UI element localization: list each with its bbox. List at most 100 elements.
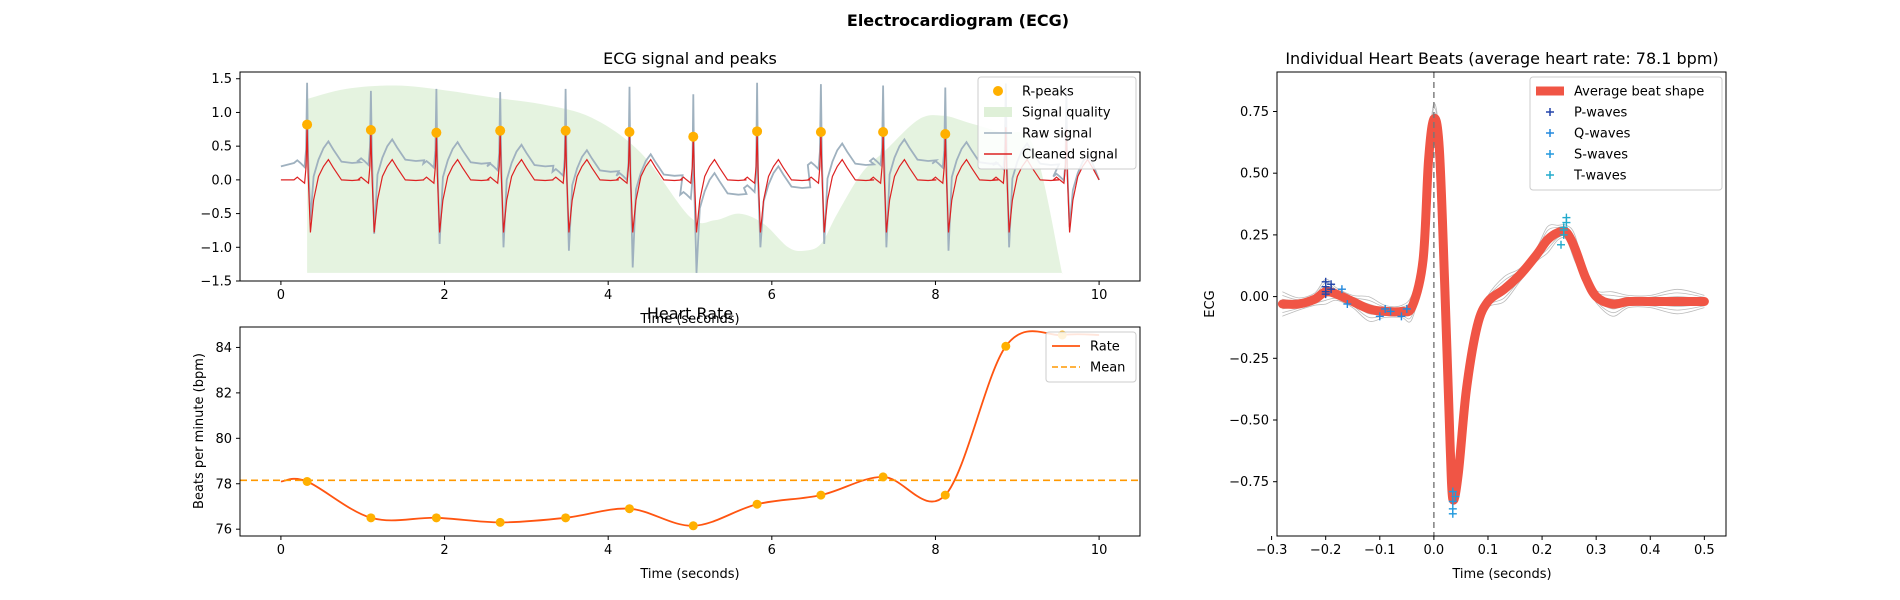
hr-ticks: 0 2 4 6 8 10 76 78 80 82 84 (215, 341, 1107, 558)
ecg-series-group (280, 82, 1100, 275)
p-waves-legend-marker (1546, 108, 1554, 116)
beats-legend: Average beat shape P-waves Q-waves S-waves T… (1529, 76, 1723, 191)
r-peak-point (365, 124, 376, 135)
p-wave-point (1321, 277, 1330, 286)
beats-axes-frame (1276, 71, 1727, 537)
r-peaks-legend-marker (993, 86, 1003, 96)
hr-axes-frame (239, 326, 1141, 537)
beats-ytick-label: −0.25 (1229, 352, 1269, 367)
beats-series-group (1277, 72, 1709, 536)
s-waves-legend-label: S-waves (1574, 148, 1628, 163)
hr-ylabel: Beats per minute (bpm) (192, 353, 207, 509)
beats-xlabel: Time (seconds) (1451, 567, 1551, 582)
beats-xtick-label: 0.4 (1640, 543, 1661, 558)
beats-xtick-label: −0.3 (1256, 543, 1288, 558)
signal-quality-legend-label: Signal quality (1022, 106, 1111, 121)
t-wave-point (1557, 240, 1566, 249)
beats-ytick-label: −0.50 (1229, 414, 1269, 429)
hr-xtick-label: 8 (931, 543, 939, 558)
figure-title: Electrocardiogram (ECG) (847, 11, 1069, 30)
r-peak-point (878, 127, 889, 138)
ecg-ytick-label: 1.0 (211, 106, 232, 121)
beats-xtick-label: 0.5 (1694, 543, 1715, 558)
ecg-xtick-label: 2 (440, 288, 448, 303)
q-wave-point (1402, 304, 1411, 313)
legend-box (1045, 331, 1137, 383)
q-wave-point (1386, 307, 1395, 316)
rate-point (495, 517, 505, 527)
r-peak-point (940, 129, 951, 140)
ecg-ytick-label: 0.0 (211, 173, 232, 188)
hr-ytick-label: 80 (215, 432, 232, 447)
rate-point (816, 490, 826, 500)
rate-point (624, 504, 634, 514)
rate-point (366, 513, 376, 523)
ecg-xtick-label: 6 (768, 288, 776, 303)
hr-xtick-label: 0 (277, 543, 285, 558)
s-wave-point (1451, 492, 1460, 501)
hr-ytick-label: 82 (215, 386, 232, 401)
hr-panel-title: Heart Rate (647, 304, 733, 323)
beats-ytick-label: 0.75 (1240, 105, 1269, 120)
rate-point (1001, 341, 1011, 351)
beats-xtick-label: 0.2 (1532, 543, 1553, 558)
r-peak-point (688, 131, 699, 142)
p-wave-point (1327, 280, 1336, 289)
rate-point (431, 513, 441, 523)
ecg-plot-area (280, 82, 1100, 275)
q-wave-point (1337, 285, 1346, 294)
r-peak-point (560, 125, 571, 136)
ecg-xlabel: Time (seconds) (639, 312, 739, 327)
t-wave-point (1562, 213, 1571, 222)
ecg-xtick-label: 0 (277, 288, 285, 303)
rate-legend-label: Rate (1090, 340, 1120, 355)
r-peak-point (624, 127, 635, 138)
q-wave-point (1343, 300, 1352, 308)
s-wave-point (1448, 487, 1457, 496)
ecg-xtick-label: 8 (931, 288, 939, 303)
ecg-ytick-label: −0.5 (200, 207, 232, 222)
rate-point (302, 476, 312, 486)
ecg-panel-title: ECG signal and peaks (603, 49, 777, 68)
ecg-signal-panel: ECG signal and peaks 0 2 4 6 8 10 −1.5 −1.0 −0.5… (200, 49, 1141, 327)
beats-panel-title: Individual Heart Beats (average heart ra… (1285, 49, 1718, 68)
beats-xtick-label: 0.0 (1424, 543, 1445, 558)
hr-ytick-label: 84 (215, 341, 232, 356)
hr-series-group (240, 330, 1140, 531)
q-waves-legend-label: Q-waves (1574, 127, 1631, 142)
r-peak-point (302, 119, 313, 130)
q-wave-point (1397, 312, 1406, 321)
beats-xtick-label: 0.1 (1478, 543, 1499, 558)
beats-plot-area (1277, 72, 1709, 536)
rate-point (561, 513, 571, 523)
ecg-ytick-label: −1.5 (200, 275, 232, 290)
r-peak-point (495, 125, 506, 136)
r-peak-point (815, 127, 826, 138)
q-waves-legend-marker (1546, 129, 1554, 137)
rate-point (878, 472, 888, 482)
r-peak-point (752, 126, 763, 137)
t-wave-point (1559, 225, 1568, 234)
beats-ytick-label: −0.75 (1229, 475, 1269, 490)
ecg-ytick-label: 0.5 (211, 140, 232, 155)
q-wave-point (1375, 312, 1384, 321)
beats-xtick-label: −0.1 (1364, 543, 1396, 558)
ecg-xtick-label: 4 (604, 288, 612, 303)
s-waves-legend-marker (1546, 150, 1554, 158)
rate-line (280, 330, 1100, 527)
signal-quality-legend-marker (984, 107, 1012, 117)
s-wave-point (1448, 509, 1457, 518)
r-peak-point (431, 127, 442, 138)
ecg-ticks: 0 2 4 6 8 10 −1.5 −1.0 −0.5 0.0 0.5 1.0 1.5 (200, 72, 1107, 303)
cleaned-signal-legend-label: Cleaned signal (1022, 148, 1118, 163)
heart-beats-panel: Individual Heart Beats (average heart ra… (1203, 49, 1727, 582)
hr-xlabel: Time (seconds) (639, 567, 739, 582)
hr-xtick-label: 10 (1091, 543, 1108, 558)
t-waves-legend-marker (1546, 171, 1554, 179)
p-wave-point (1321, 290, 1330, 299)
hr-plot-area (240, 330, 1140, 531)
hr-legend: Rate Mean (1045, 331, 1137, 383)
beats-ytick-label: 0.25 (1240, 228, 1269, 243)
rate-point (688, 521, 698, 531)
